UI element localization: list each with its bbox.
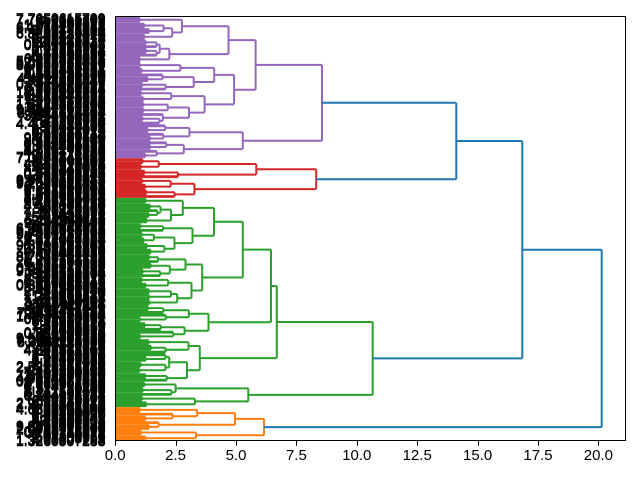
svg-text:2.5: 2.5 xyxy=(165,447,186,464)
svg-text:12.5: 12.5 xyxy=(403,447,432,464)
svg-text:5.0: 5.0 xyxy=(226,447,247,464)
svg-text:20.0: 20.0 xyxy=(584,447,613,464)
svg-text:7.5: 7.5 xyxy=(286,447,307,464)
svg-text:10.0: 10.0 xyxy=(342,447,371,464)
svg-text:17.5: 17.5 xyxy=(523,447,552,464)
svg-text:15.0: 15.0 xyxy=(463,447,492,464)
svg-text:0.0: 0.0 xyxy=(105,447,126,464)
